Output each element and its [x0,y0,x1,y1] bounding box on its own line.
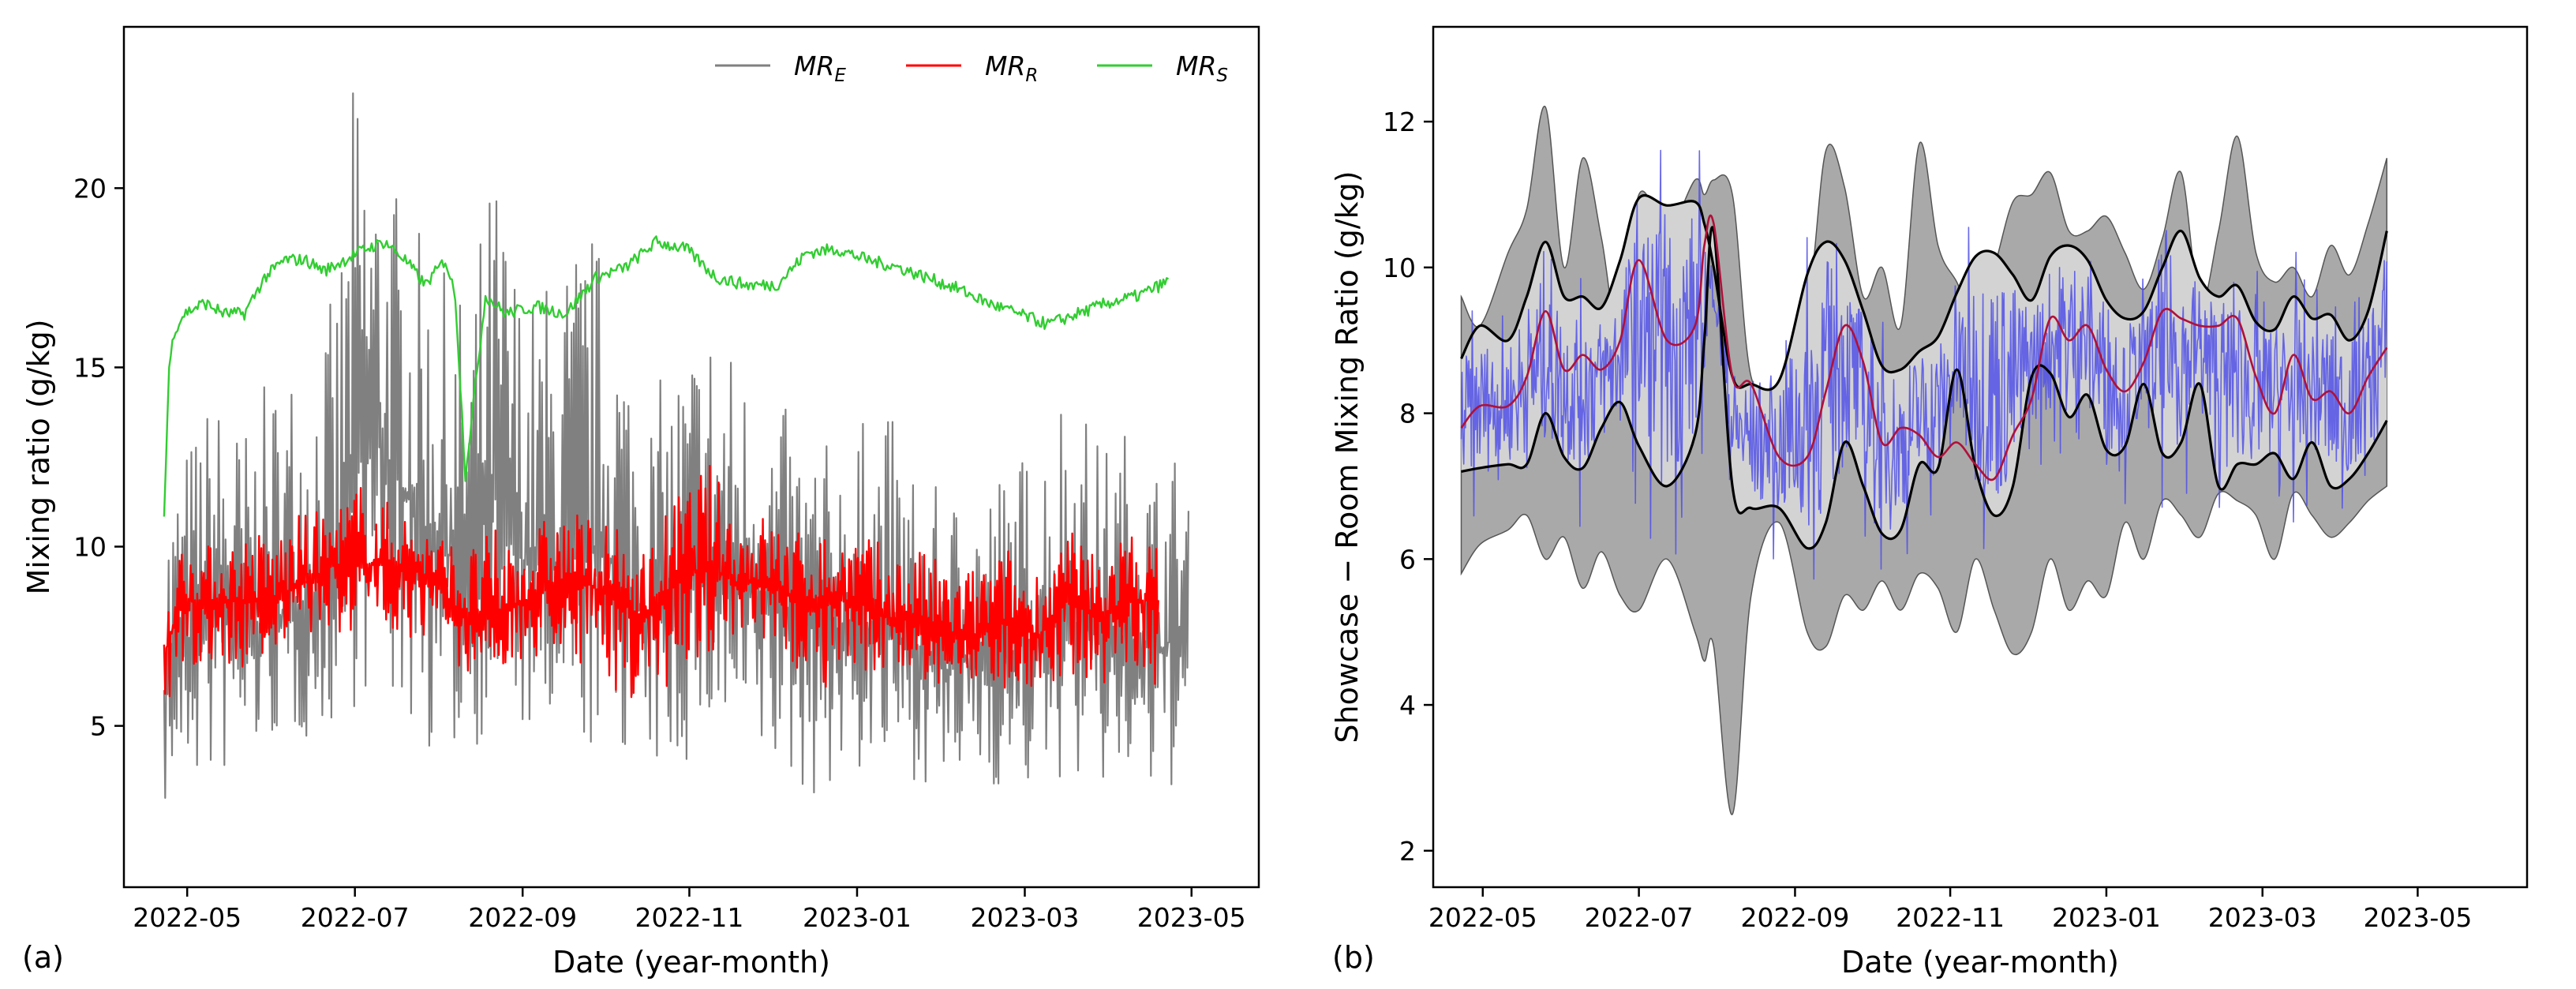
x-tick-label: 2023-03 [971,902,1080,933]
y-tick-label: 10 [73,532,107,563]
x-tick-label: 2022-07 [301,902,410,933]
mean-smooth-line [1460,214,2388,481]
panel-a-x-ticks: 2022-05 2022-07 2022-09 2022-11 2023-01 2023-… [133,887,1246,933]
panel-b-y-ticks: 2 4 6 8 10 12 [1383,107,1433,867]
panel-b-label: (b) [1332,940,1375,975]
legend-label-mr-e: MRE [794,51,846,86]
y-tick-label: 20 [73,173,107,204]
panel-b-y-axis-label: Showcase − Room Mixing Ratio (g/kg) [1330,170,1365,743]
x-tick-label: 2022-11 [1896,902,2005,933]
panel-a-x-axis-label: Date (year-month) [552,945,830,980]
y-tick-label: 5 [90,711,107,742]
series-mr-s-line [163,235,1170,517]
panel-a-label: (a) [22,940,64,975]
x-tick-label: 2022-05 [133,902,242,933]
panel-b-frame [1432,25,2529,889]
panel-a: 2022-05 2022-07 2022-09 2022-11 2023-01 2023-… [21,25,1260,980]
x-tick-label: 2022-09 [468,902,577,933]
y-tick-label: 10 [1383,253,1416,283]
panel-b-x-ticks: 2022-05 2022-07 2022-09 2022-11 2023-01 2023-… [1428,887,2472,933]
y-tick-label: 2 [1399,836,1416,867]
legend-label-mr-s: MRS [1176,51,1228,86]
panel-a-frame [122,25,1260,889]
y-tick-label: 8 [1399,399,1416,429]
legend-label-mr-r: MRR [985,51,1038,86]
x-tick-label: 2022-05 [1428,902,1537,933]
panel-a-y-axis-label: Mixing ratio (g/kg) [21,319,56,594]
daily-difference-trace [1460,149,2388,580]
series-mr-r-trace [163,465,1159,699]
y-tick-label: 12 [1383,107,1416,137]
panel-b: 2022-05 2022-07 2022-09 2022-11 2023-01 2023-… [1330,25,2529,980]
upper-smooth-line [1460,193,2388,391]
panel-a-legend: MRE MRR MRS [715,51,1228,86]
x-tick-label: 2022-07 [1585,902,1694,933]
x-tick-label: 2023-01 [803,902,912,933]
panel-b-x-axis-label: Date (year-month) [1841,945,2119,980]
lower-smooth-line [1461,226,2388,550]
panel-b-series-layer [1460,106,2388,815]
panel-a-y-ticks: 5 10 15 20 [73,173,124,742]
y-tick-label: 15 [73,352,107,383]
x-tick-label: 2023-05 [1137,902,1246,933]
x-tick-label: 2023-03 [2208,902,2317,933]
panel-a-series-layer [163,92,1189,799]
x-tick-label: 2022-11 [635,902,744,933]
x-tick-label: 2023-01 [2052,902,2161,933]
y-tick-label: 6 [1399,544,1416,575]
x-tick-label: 2022-09 [1741,902,1850,933]
x-tick-label: 2023-05 [2363,902,2472,933]
y-tick-label: 4 [1399,690,1416,721]
